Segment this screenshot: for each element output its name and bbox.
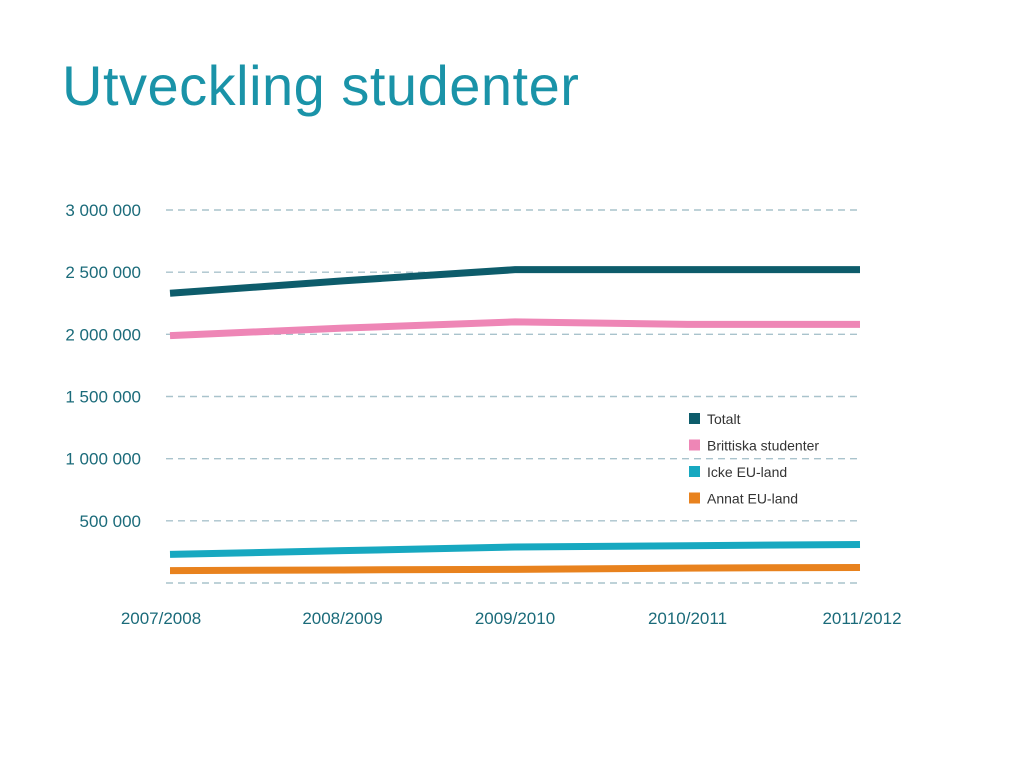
series-line-2 [169, 540, 861, 558]
legend: Totalt Brittiska studenter Icke EU-land Ann… [689, 411, 819, 507]
slide-title: Utveckling studenter [62, 54, 580, 117]
legend-label: Brittiska studenter [707, 438, 819, 454]
legend-label: Icke EU-land [707, 464, 787, 480]
x-tick-label: 2010/2011 [648, 609, 727, 628]
series-lines [169, 266, 861, 575]
y-tick-label: 1 500 000 [65, 388, 141, 407]
x-tick-label: 2009/2010 [475, 609, 555, 628]
x-tick-label: 2007/2008 [121, 609, 201, 628]
legend-label: Totalt [707, 411, 741, 427]
series-line-1 [169, 318, 860, 340]
x-tick-label: 2008/2009 [302, 609, 382, 628]
y-tick-label: 1 000 000 [65, 450, 141, 469]
series-line-3 [169, 563, 861, 575]
legend-label: Annat EU-land [707, 491, 798, 507]
x-axis-ticks: 2007/2008 2008/2009 2009/2010 2010/2011 2011… [121, 609, 902, 628]
y-tick-label: 2 500 000 [65, 263, 141, 282]
gridlines [166, 209, 860, 584]
legend-swatch [689, 439, 700, 451]
legend-swatch [689, 466, 700, 477]
y-axis-ticks: 500 000 1 000 000 1 500 000 2 000 000 2 500 … [65, 201, 141, 531]
y-tick-label: 2 000 000 [65, 325, 141, 344]
series-line-0 [169, 266, 860, 297]
legend-swatch [689, 492, 700, 504]
y-tick-label: 3 000 000 [65, 201, 141, 220]
y-tick-label: 500 000 [80, 512, 141, 531]
x-tick-label: 2011/2012 [822, 609, 901, 628]
legend-swatch [689, 413, 700, 424]
